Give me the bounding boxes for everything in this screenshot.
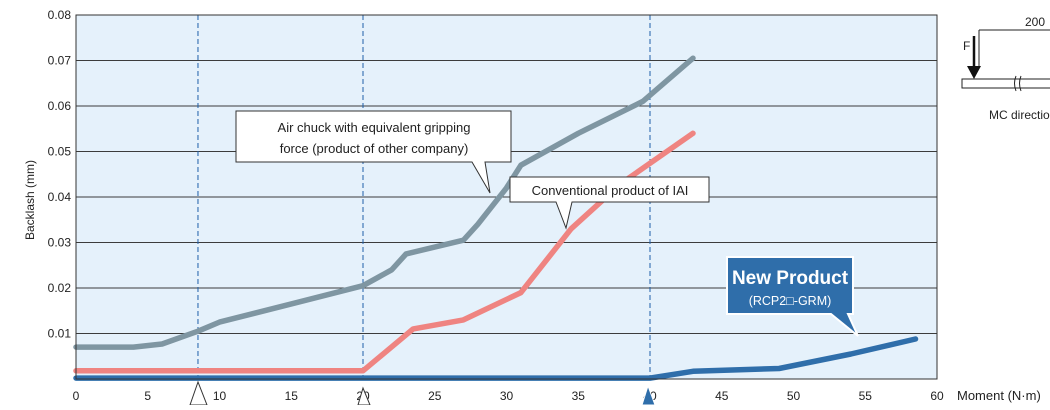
x-tick-label-5: 25 [428, 389, 442, 403]
callout-new-product: New Product (RCP2□-GRM) [726, 256, 859, 337]
callout-conventional-text: Conventional product of IAI [532, 183, 689, 198]
series-line-0 [73, 55, 696, 350]
x-tick-label-6: 30 [500, 389, 514, 403]
inset-direction-label: MC directio [989, 108, 1050, 122]
callout-conventional: Conventional product of IAI [509, 176, 710, 230]
inset-dimension: 200 [1025, 15, 1045, 29]
y-tick-label-7: 0.08 [48, 8, 72, 22]
inset-force-label: F [963, 39, 970, 53]
x-tick-label-11: 55 [859, 389, 873, 403]
x-tick-label-10: 50 [787, 389, 801, 403]
inset-diagram: 200 F MC directio [961, 15, 1050, 122]
reference-lines [197, 15, 651, 379]
y-tick-label-4: 0.05 [48, 145, 72, 159]
callout-other-company-line1: Air chuck with equivalent gripping [278, 120, 471, 135]
x-tick-label-3: 15 [285, 389, 299, 403]
axes: 0.010.020.030.040.050.060.070.0805101520… [48, 8, 944, 403]
x-axis-label: Moment (N·m) [957, 388, 1041, 403]
plot-frame [75, 14, 938, 380]
x-tick-label-9: 45 [715, 389, 729, 403]
x-tick-label-12: 60 [930, 389, 944, 403]
inset-beam [961, 78, 1050, 89]
series-line-2 [73, 336, 919, 381]
callout-new-product-model: (RCP2□-GRM) [749, 294, 832, 308]
x-tick-label-2: 10 [213, 389, 227, 403]
callout-new-product-title: New Product [732, 268, 849, 289]
y-tick-label-2: 0.03 [48, 236, 72, 250]
break-mark-icon [1014, 75, 1022, 92]
x-tick-label-0: 0 [73, 389, 80, 403]
callout-other-company-line2: force (product of other company) [280, 141, 469, 156]
marker-left [189, 380, 208, 406]
y-tick-label-6: 0.07 [48, 54, 72, 68]
x-tick-label-1: 5 [144, 389, 151, 403]
y-tick-label-5: 0.06 [48, 99, 72, 113]
callout-other-company: Air chuck with equivalent gripping force… [235, 110, 512, 194]
y-tick-label-0: 0.01 [48, 327, 72, 341]
y-axis-label: Backlash (mm) [23, 160, 37, 240]
y-tick-label-1: 0.02 [48, 281, 72, 295]
y-tick-label-3: 0.04 [48, 190, 72, 204]
force-arrow-icon [967, 66, 981, 79]
x-tick-label-7: 35 [572, 389, 586, 403]
